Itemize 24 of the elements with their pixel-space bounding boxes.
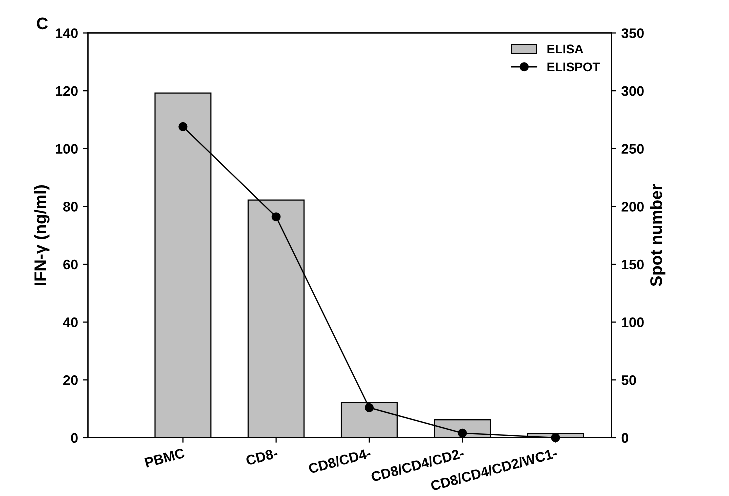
y2-tick-label: 0 bbox=[622, 433, 629, 444]
y-tick-label: 20 bbox=[64, 375, 78, 386]
y2-tick-label: 150 bbox=[622, 260, 644, 270]
y2-axis-title: Spot number bbox=[650, 184, 666, 287]
x-tick-label: CD8/CD4- bbox=[308, 448, 372, 474]
y-tick-label: 40 bbox=[63, 318, 78, 328]
y-tick-label: 140 bbox=[56, 28, 78, 38]
y2-tick-label: 300 bbox=[622, 86, 644, 96]
y2-tick-label: 350 bbox=[622, 28, 644, 38]
y-tick-label: 80 bbox=[63, 202, 78, 212]
y2-tick-label: 200 bbox=[622, 202, 644, 212]
y2-tick-label: 50 bbox=[622, 375, 636, 386]
y-tick-label: 0 bbox=[71, 433, 78, 444]
legend-label: ELISA bbox=[548, 44, 584, 54]
y-tick-label: 60 bbox=[64, 260, 78, 270]
y-axis-title: IFN-γ (ng/ml) bbox=[34, 186, 50, 286]
x-tick-label: CD8- bbox=[246, 448, 278, 466]
y-tick-label: 120 bbox=[56, 86, 78, 96]
y2-tick-label: 100 bbox=[622, 318, 644, 328]
chart-title: C bbox=[37, 18, 48, 30]
y2-tick-label: 250 bbox=[622, 144, 644, 154]
y-tick-label: 100 bbox=[56, 144, 78, 154]
x-tick-label: PBMC bbox=[144, 448, 186, 468]
legend-label: ELISPOT bbox=[548, 62, 600, 72]
